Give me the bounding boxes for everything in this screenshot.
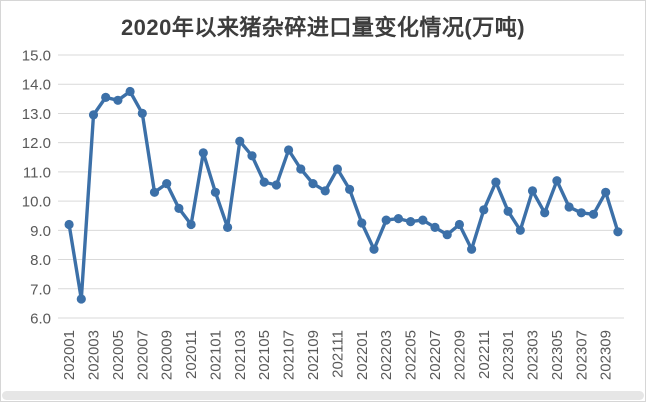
data-point bbox=[88, 110, 99, 120]
data-point bbox=[113, 95, 123, 105]
x-tick-label: 202211 bbox=[476, 330, 493, 379]
data-point bbox=[588, 209, 599, 219]
data-point bbox=[235, 136, 245, 146]
data-point bbox=[527, 186, 538, 196]
data-point bbox=[320, 186, 330, 196]
data-point bbox=[601, 187, 611, 197]
data-point bbox=[357, 218, 367, 228]
y-tick-label: 9.0 bbox=[30, 223, 51, 240]
x-tick-label: 202305 bbox=[549, 330, 566, 380]
x-tick-label: 202003 bbox=[85, 330, 102, 380]
data-point bbox=[174, 203, 184, 213]
data-point bbox=[308, 179, 318, 189]
data-point bbox=[64, 219, 74, 230]
x-tick-label: 202201 bbox=[354, 330, 371, 380]
data-point bbox=[442, 230, 452, 240]
x-tick-label: 202001 bbox=[61, 330, 78, 380]
line-chart: 15.0 14.0 13.0 12.0 11.0 10.0 9.0 8.0 7.0 6.0 2020… bbox=[22, 48, 624, 380]
x-tick-label: 202007 bbox=[134, 330, 151, 380]
data-point bbox=[576, 208, 586, 218]
y-tick-label: 13.0 bbox=[22, 106, 51, 123]
x-tick-label: 202203 bbox=[378, 330, 395, 380]
chart-title: 2020年以来猪杂碎进口量变化情况(万吨) bbox=[120, 15, 526, 40]
data-point bbox=[198, 148, 208, 158]
x-tick-label: 202101 bbox=[207, 330, 224, 380]
y-tick-label: 14.0 bbox=[22, 77, 51, 94]
x-tick-label: 202309 bbox=[598, 330, 615, 380]
data-point bbox=[137, 108, 147, 118]
data-point bbox=[430, 222, 440, 232]
x-tick-label: 202303 bbox=[525, 330, 542, 380]
x-tick-label: 202103 bbox=[232, 330, 249, 380]
x-tick-label: 202109 bbox=[305, 330, 322, 380]
data-point bbox=[515, 225, 525, 235]
y-axis-labels: 15.0 14.0 13.0 12.0 11.0 10.0 9.0 8.0 7.0 6.0 bbox=[22, 48, 51, 328]
data-point bbox=[479, 205, 489, 215]
x-tick-label: 202011 bbox=[183, 330, 200, 379]
data-point bbox=[149, 187, 160, 197]
data-point bbox=[247, 151, 257, 161]
data-point bbox=[613, 227, 623, 237]
data-point bbox=[454, 219, 464, 230]
series-markers bbox=[64, 86, 623, 304]
data-point bbox=[284, 145, 294, 155]
data-point bbox=[393, 214, 403, 224]
data-point bbox=[503, 206, 513, 216]
y-tick-label: 7.0 bbox=[30, 281, 51, 298]
data-point bbox=[418, 215, 428, 225]
x-tick-label: 202307 bbox=[573, 330, 590, 380]
data-point bbox=[210, 187, 220, 197]
gridlines bbox=[58, 54, 624, 319]
y-tick-label: 11.0 bbox=[23, 164, 51, 181]
y-tick-label: 12.0 bbox=[22, 135, 51, 152]
x-axis-labels: 202001 202003 202005 202007 202009 202011 2021… bbox=[61, 330, 615, 380]
x-tick-label: 202107 bbox=[281, 330, 298, 380]
data-point bbox=[381, 215, 391, 225]
data-point bbox=[406, 217, 416, 227]
data-point bbox=[223, 222, 233, 232]
y-tick-label: 6.0 bbox=[30, 310, 51, 327]
data-point bbox=[345, 184, 355, 194]
x-tick-label: 202301 bbox=[500, 330, 517, 380]
data-point bbox=[552, 176, 562, 186]
data-point bbox=[369, 244, 379, 254]
data-point bbox=[186, 219, 196, 230]
y-tick-label: 10.0 bbox=[22, 194, 51, 211]
horizontal-scrollbar[interactable] bbox=[2, 391, 644, 400]
data-point bbox=[296, 164, 306, 174]
data-point bbox=[271, 180, 281, 190]
x-tick-label: 202005 bbox=[110, 330, 127, 380]
data-point bbox=[76, 294, 86, 304]
y-tick-label: 8.0 bbox=[30, 252, 51, 269]
data-point bbox=[491, 177, 501, 187]
data-point bbox=[259, 177, 269, 187]
x-tick-label: 202207 bbox=[427, 330, 444, 380]
x-tick-label: 202009 bbox=[159, 330, 176, 380]
data-point bbox=[332, 164, 342, 174]
x-tick-label: 202111 bbox=[329, 330, 346, 378]
x-tick-label: 202205 bbox=[403, 330, 420, 380]
data-point bbox=[540, 208, 550, 218]
data-point bbox=[564, 202, 574, 212]
data-point bbox=[467, 244, 477, 254]
data-point bbox=[125, 86, 135, 97]
x-tick-label: 202209 bbox=[451, 330, 468, 380]
x-tick-label: 202105 bbox=[256, 330, 273, 380]
data-point bbox=[162, 179, 172, 189]
data-point bbox=[101, 92, 111, 102]
series-line bbox=[67, 89, 620, 301]
y-tick-label: 15.0 bbox=[22, 48, 51, 65]
